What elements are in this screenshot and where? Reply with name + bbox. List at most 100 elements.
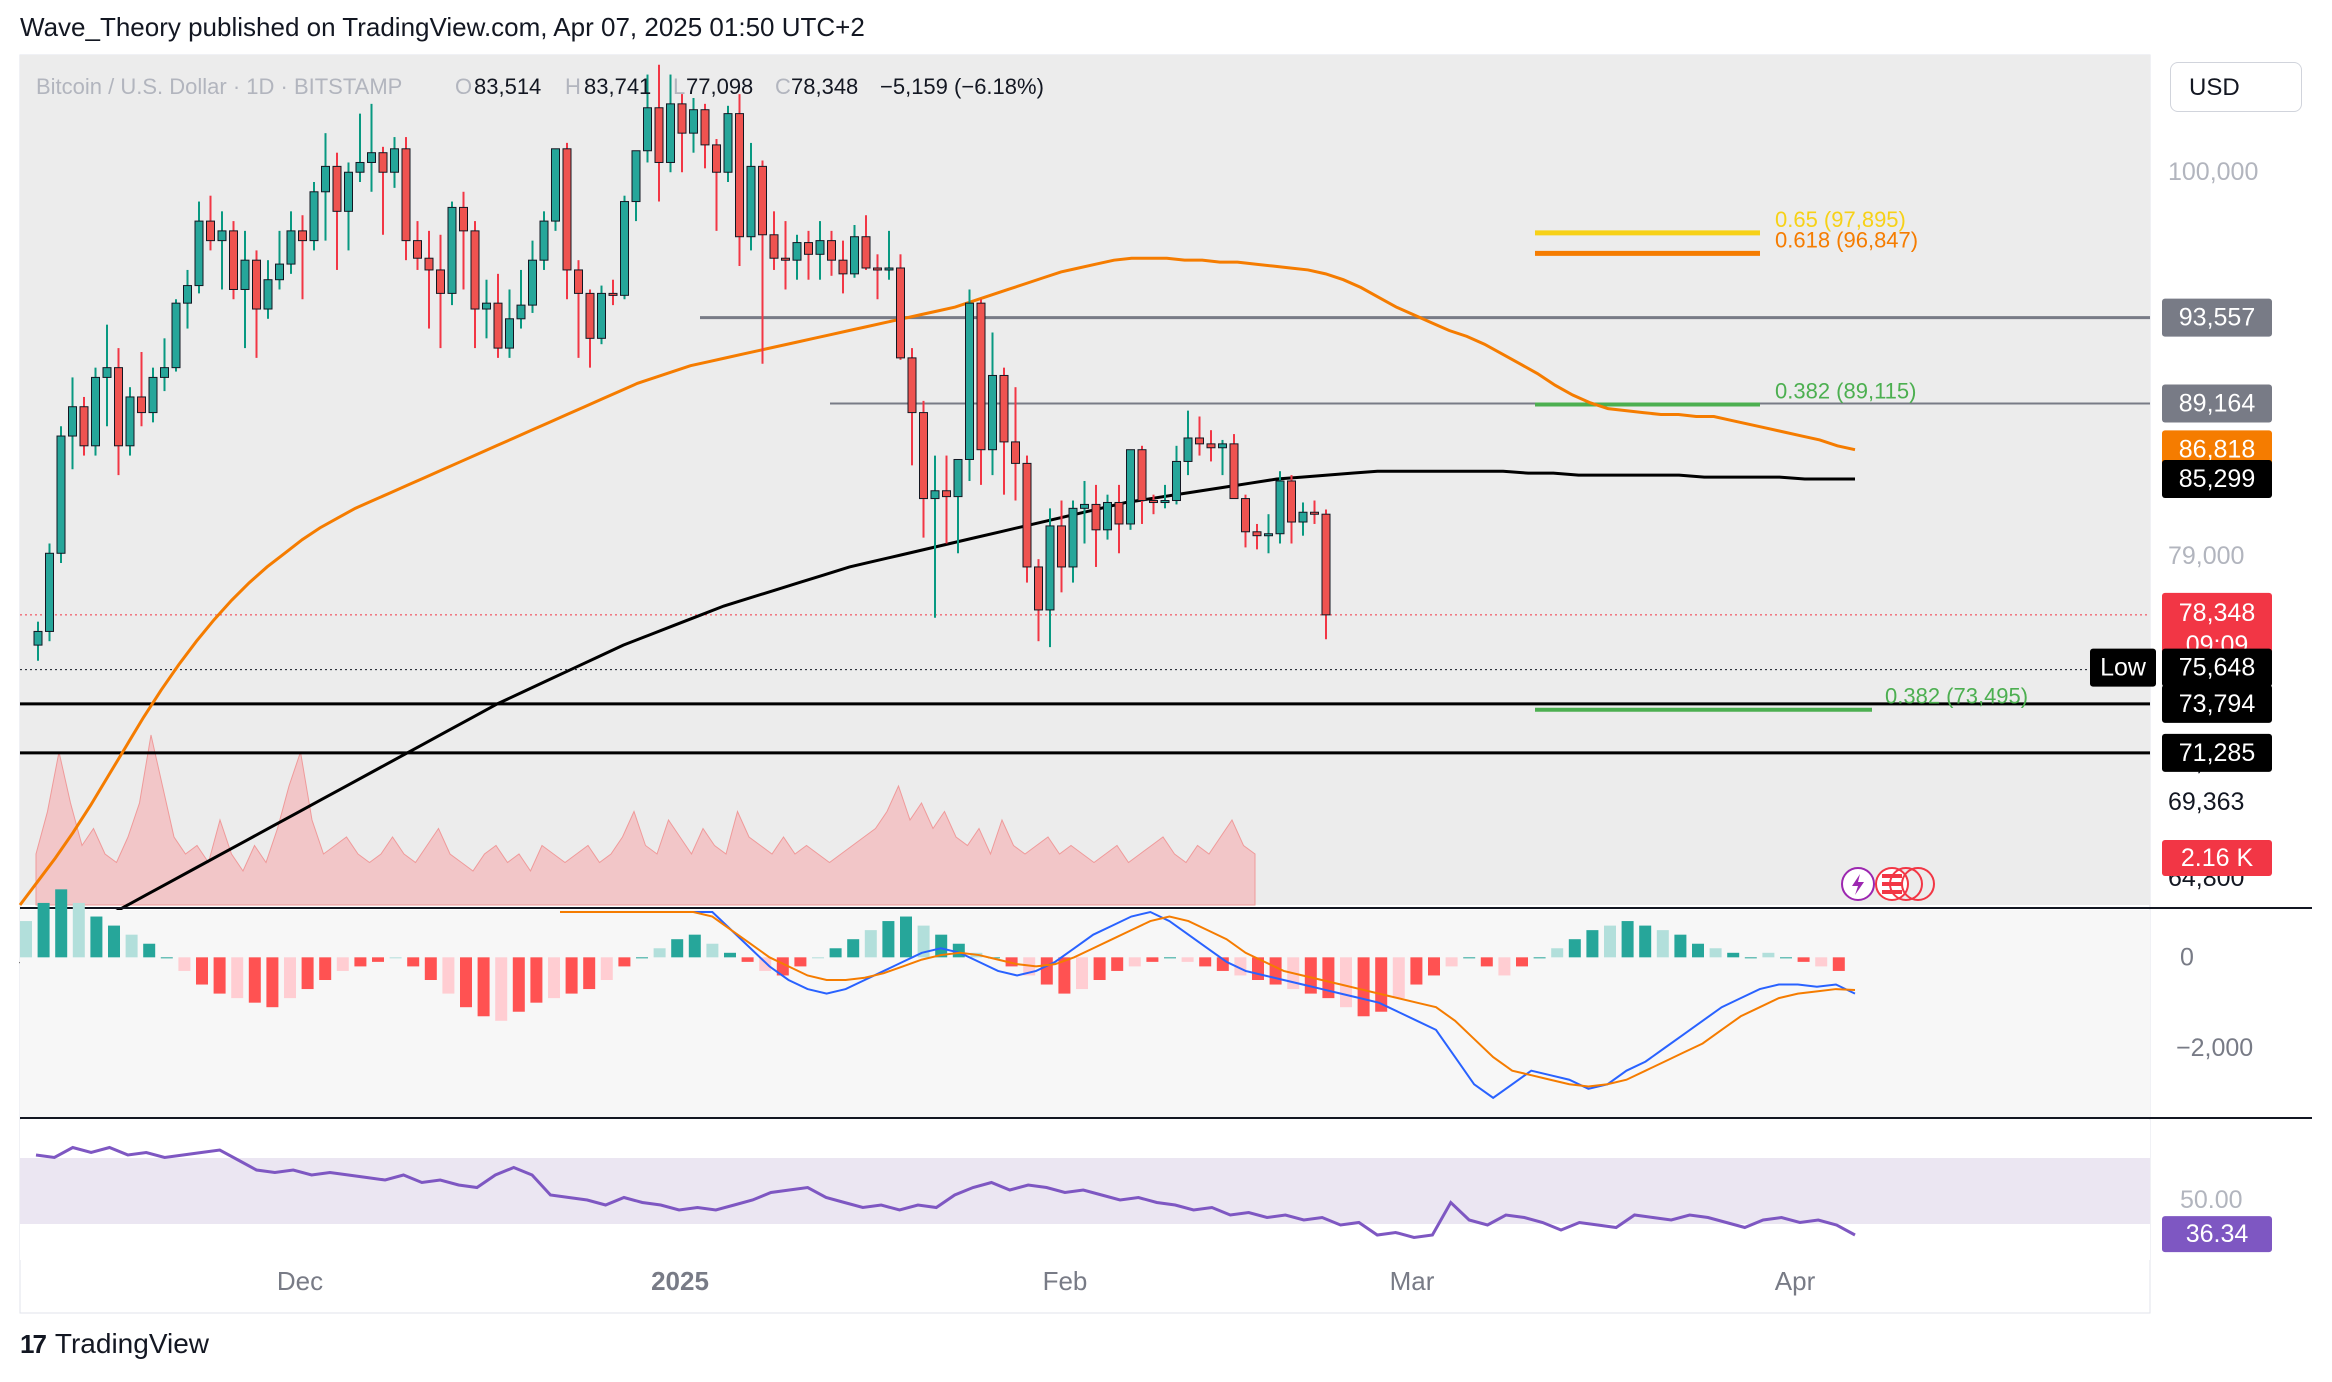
low-value: 77,098 — [686, 74, 753, 99]
candle-body — [597, 292, 606, 339]
macd-hist-bar — [882, 921, 895, 958]
event-icons[interactable] — [1841, 867, 1935, 901]
macd-hist-bar — [37, 902, 50, 958]
candle-body — [171, 302, 181, 369]
candle-body — [206, 220, 215, 242]
macd-hist-bar — [1304, 957, 1317, 994]
macd-hist-bar — [618, 957, 631, 967]
candle-body — [1022, 462, 1032, 568]
fib-label-1: 0.618 (96,847) — [1775, 227, 1918, 252]
candle-body — [746, 165, 756, 238]
macd-hist-bar — [1340, 957, 1352, 1008]
candle-body — [884, 267, 894, 271]
badge-71285: 71,285 — [2179, 739, 2255, 767]
macd-hist-bar — [442, 957, 455, 994]
candle-body — [861, 236, 871, 269]
macd-hist-bar — [1463, 957, 1476, 959]
macd-hist-bar — [1093, 957, 1106, 980]
macd-hist-bar — [178, 957, 191, 971]
candle-body — [160, 367, 169, 378]
macd-hist-bar — [72, 902, 85, 958]
candle-body — [976, 302, 986, 451]
candle-body — [689, 109, 698, 134]
volume-layer — [35, 734, 1256, 906]
candle-body — [367, 152, 376, 163]
macd-hist-bar — [671, 939, 684, 958]
candle-body — [723, 113, 733, 173]
candle-body — [125, 396, 135, 447]
candle-body — [505, 318, 514, 349]
badge-89164-bg — [2162, 384, 2272, 423]
macd-hist-bar — [565, 957, 578, 994]
candle-body — [666, 103, 675, 163]
macd-hist-bar — [636, 957, 648, 959]
macd-hist-bar — [1832, 957, 1845, 971]
macd-hist-bar — [1621, 921, 1634, 958]
macd-hist-bar — [530, 957, 543, 1003]
candle-body — [1241, 498, 1250, 533]
candle-body — [551, 148, 560, 222]
macd-hist-bar — [196, 957, 208, 985]
macd-hist-bar — [354, 957, 367, 967]
macd-hist-bar — [794, 957, 807, 967]
macd-hist-bar — [231, 957, 244, 999]
candle-body — [907, 357, 917, 414]
candle-body — [1229, 443, 1239, 500]
candle-body — [1011, 441, 1020, 464]
candle-body — [1045, 525, 1055, 611]
symbol-legend: Bitcoin / U.S. Dollar · 1D · BITSTAMP O … — [36, 74, 1044, 99]
candle-body — [1275, 480, 1285, 535]
macd-hist-bar — [864, 930, 877, 958]
price-pane-background — [20, 55, 2150, 905]
macd-hist-bar — [213, 957, 226, 994]
candle-body — [401, 148, 411, 242]
macd-hist-bar — [1181, 957, 1194, 962]
candle-body — [677, 103, 687, 134]
candle-body — [148, 376, 158, 414]
fib-levels: 0.65 (97,895)0.618 (96,847) 0.382 (89,115… — [1535, 207, 2028, 712]
fib-label-0: 0.65 (97,895) — [1775, 207, 1906, 232]
candle-body — [298, 230, 307, 242]
badge-73794-bg — [2162, 684, 2272, 723]
macd-hist-bar — [1551, 948, 1564, 958]
candle-body — [424, 257, 434, 271]
candle-body — [1080, 503, 1089, 509]
candle-body — [516, 304, 526, 320]
footer-brand: TradingView — [54, 1328, 210, 1359]
low-tag: Low — [2100, 654, 2147, 682]
candle-body — [1126, 449, 1135, 525]
candle-body — [45, 552, 54, 632]
macd-hist-bar — [1164, 957, 1176, 959]
macd-hist-bar — [1199, 957, 1212, 967]
low-tag-bg — [2090, 648, 2156, 687]
candle-body — [217, 230, 227, 242]
svg-text:L: L — [673, 74, 685, 99]
macd-hist-bar — [653, 948, 666, 958]
candle-body — [804, 242, 813, 255]
candle-body — [896, 267, 905, 359]
macd-hist-bar — [336, 957, 349, 971]
candle-body — [850, 236, 859, 275]
candle-body — [436, 269, 445, 294]
candle-body — [1252, 531, 1262, 537]
candle-body — [585, 292, 595, 339]
price-tick: 79,000 — [2168, 542, 2244, 570]
svg-text:C: C — [775, 74, 791, 99]
badge-last: 78,348 — [2179, 599, 2255, 627]
signal-line — [560, 911, 1856, 1088]
candle-body — [1195, 437, 1204, 445]
candle-body — [459, 206, 468, 232]
macd-hist-bar — [1516, 957, 1528, 967]
candle-body — [413, 240, 422, 259]
candle-body — [827, 240, 836, 261]
macd-hist-bar — [407, 957, 420, 967]
candle-body — [355, 161, 365, 173]
badge-93557-bg — [2162, 298, 2272, 337]
candle-body — [528, 259, 537, 306]
macd-hist-bar — [1445, 957, 1458, 967]
candle-body — [643, 107, 652, 152]
macd-hist-bar — [1392, 957, 1405, 999]
time-label: 2025 — [651, 1266, 709, 1296]
currency-button[interactable]: USD — [2170, 62, 2302, 112]
